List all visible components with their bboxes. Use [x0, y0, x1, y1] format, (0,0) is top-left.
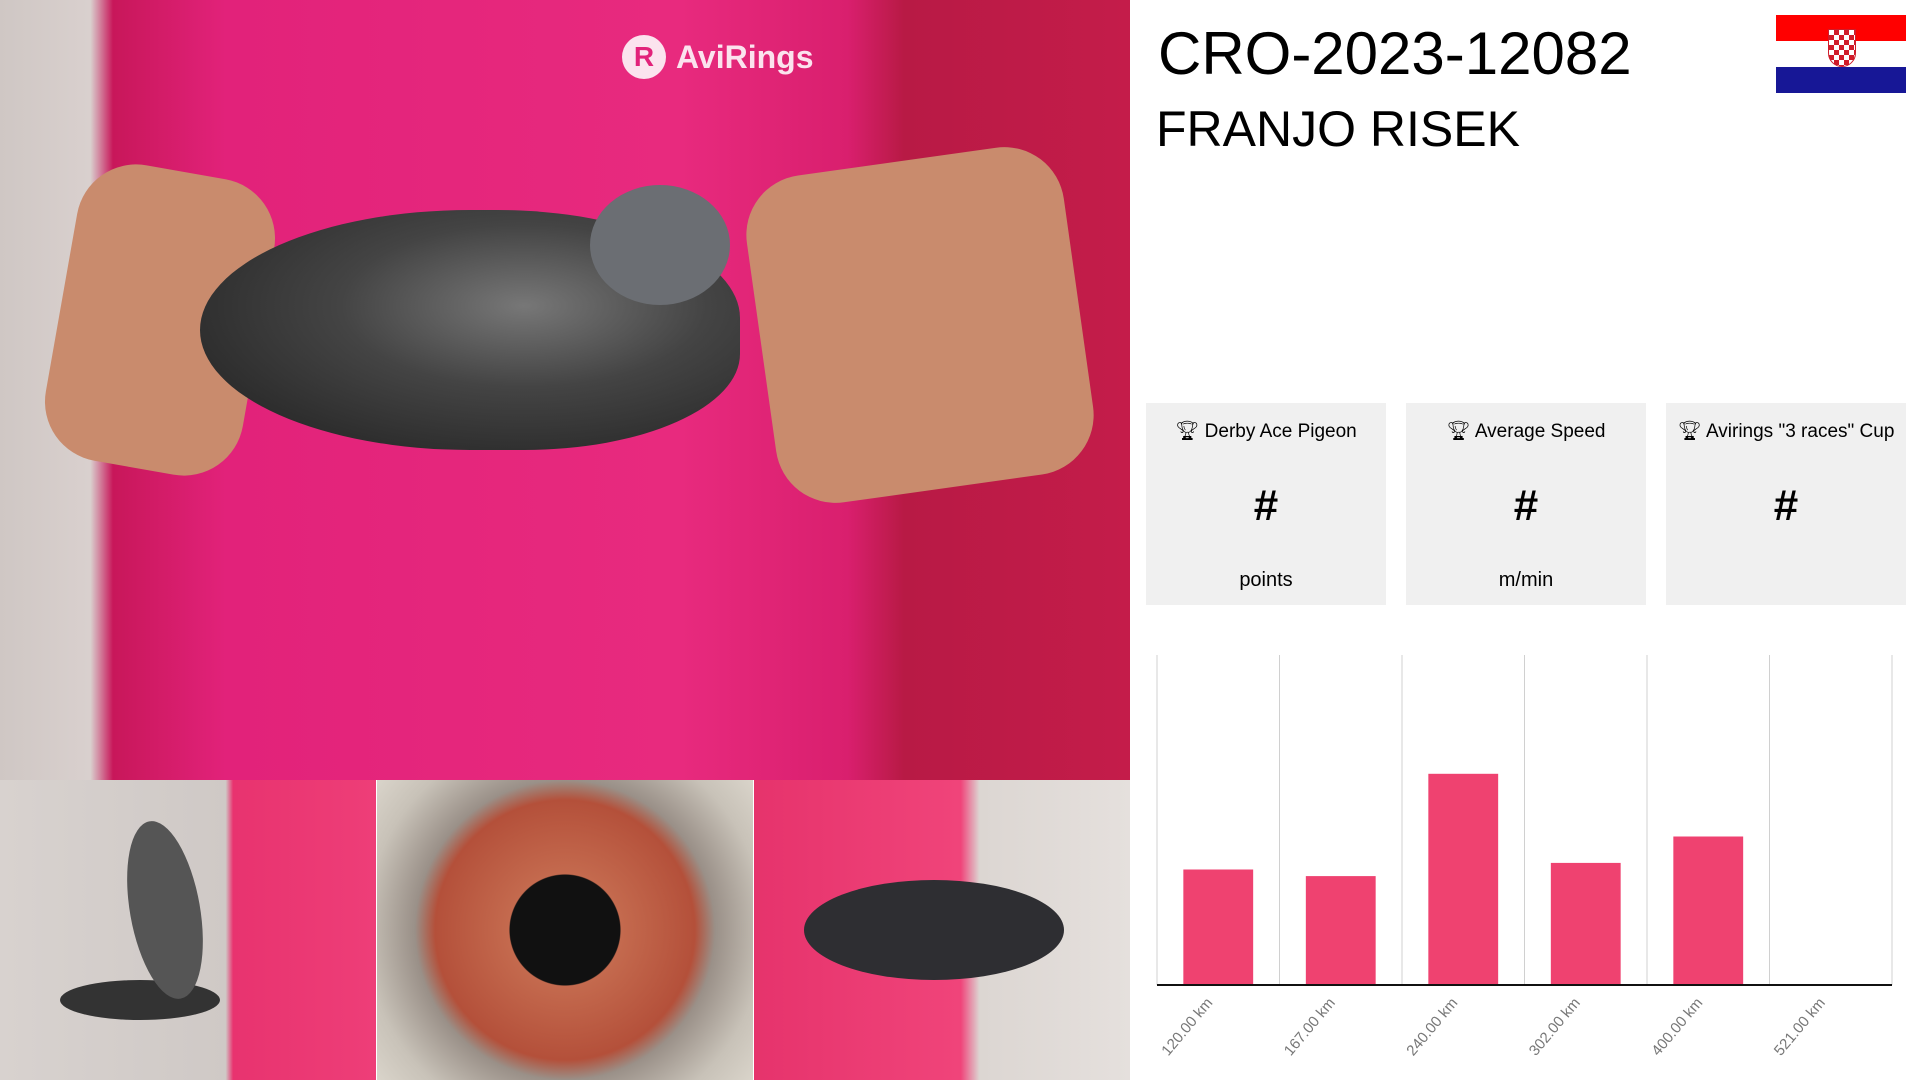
card-value: # — [1773, 481, 1799, 530]
card-unit: points — [1239, 569, 1293, 591]
bar — [1673, 836, 1744, 985]
thumbnail-hold-photo[interactable] — [754, 780, 1130, 1080]
arm — [738, 139, 1102, 511]
thumbnail-eye-photo[interactable] — [377, 780, 753, 1080]
trophy-icon: 🏆︎ — [1446, 421, 1471, 442]
bar — [1428, 773, 1499, 985]
ring-number-title: CRO-2023-12082 — [1158, 20, 1632, 87]
croatia-flag-icon — [1776, 15, 1906, 93]
bar — [1305, 876, 1376, 985]
pigeon — [804, 880, 1064, 980]
coat-of-arms-icon — [1828, 29, 1856, 67]
x-tick-label: 167.00 km — [1281, 995, 1339, 1060]
card-derby-ace-pigeon: 🏆︎ Derby Ace Pigeon # points — [1146, 403, 1386, 605]
x-tick-label: 521.00 km — [1771, 995, 1829, 1060]
bar — [1550, 862, 1621, 985]
card-value: # — [1253, 481, 1279, 530]
brand-logo: R AviRings — [622, 35, 814, 79]
pigeon-wing — [114, 815, 216, 1005]
bar — [1183, 869, 1254, 985]
card-3-races-cup: 🏆︎ Avirings "3 races" Cup # — [1666, 403, 1906, 605]
owner-name: FRANJO RISEK — [1156, 101, 1520, 157]
main-pigeon-photo[interactable]: R AviRings — [0, 0, 1130, 780]
trophy-icon: 🏆︎ — [1677, 421, 1702, 442]
card-average-speed: 🏆︎ Average Speed # m/min — [1406, 403, 1646, 605]
card-label: Avirings "3 races" Cup — [1705, 421, 1895, 442]
card-label: Average Speed — [1474, 421, 1606, 442]
x-tick-label: 400.00 km — [1648, 995, 1706, 1060]
card-unit: m/min — [1498, 569, 1554, 591]
pigeon — [60, 980, 220, 1020]
trophy-icon: 🏆︎ — [1175, 421, 1200, 442]
x-tick-label: 120.00 km — [1158, 995, 1216, 1060]
card-label: Derby Ace Pigeon — [1204, 421, 1357, 442]
x-tick-label: 240.00 km — [1403, 995, 1461, 1060]
x-tick-label: 302.00 km — [1526, 995, 1584, 1060]
card-value: # — [1513, 481, 1539, 530]
pigeon-head — [590, 185, 730, 305]
thumbnail-wing-photo[interactable] — [0, 780, 376, 1080]
